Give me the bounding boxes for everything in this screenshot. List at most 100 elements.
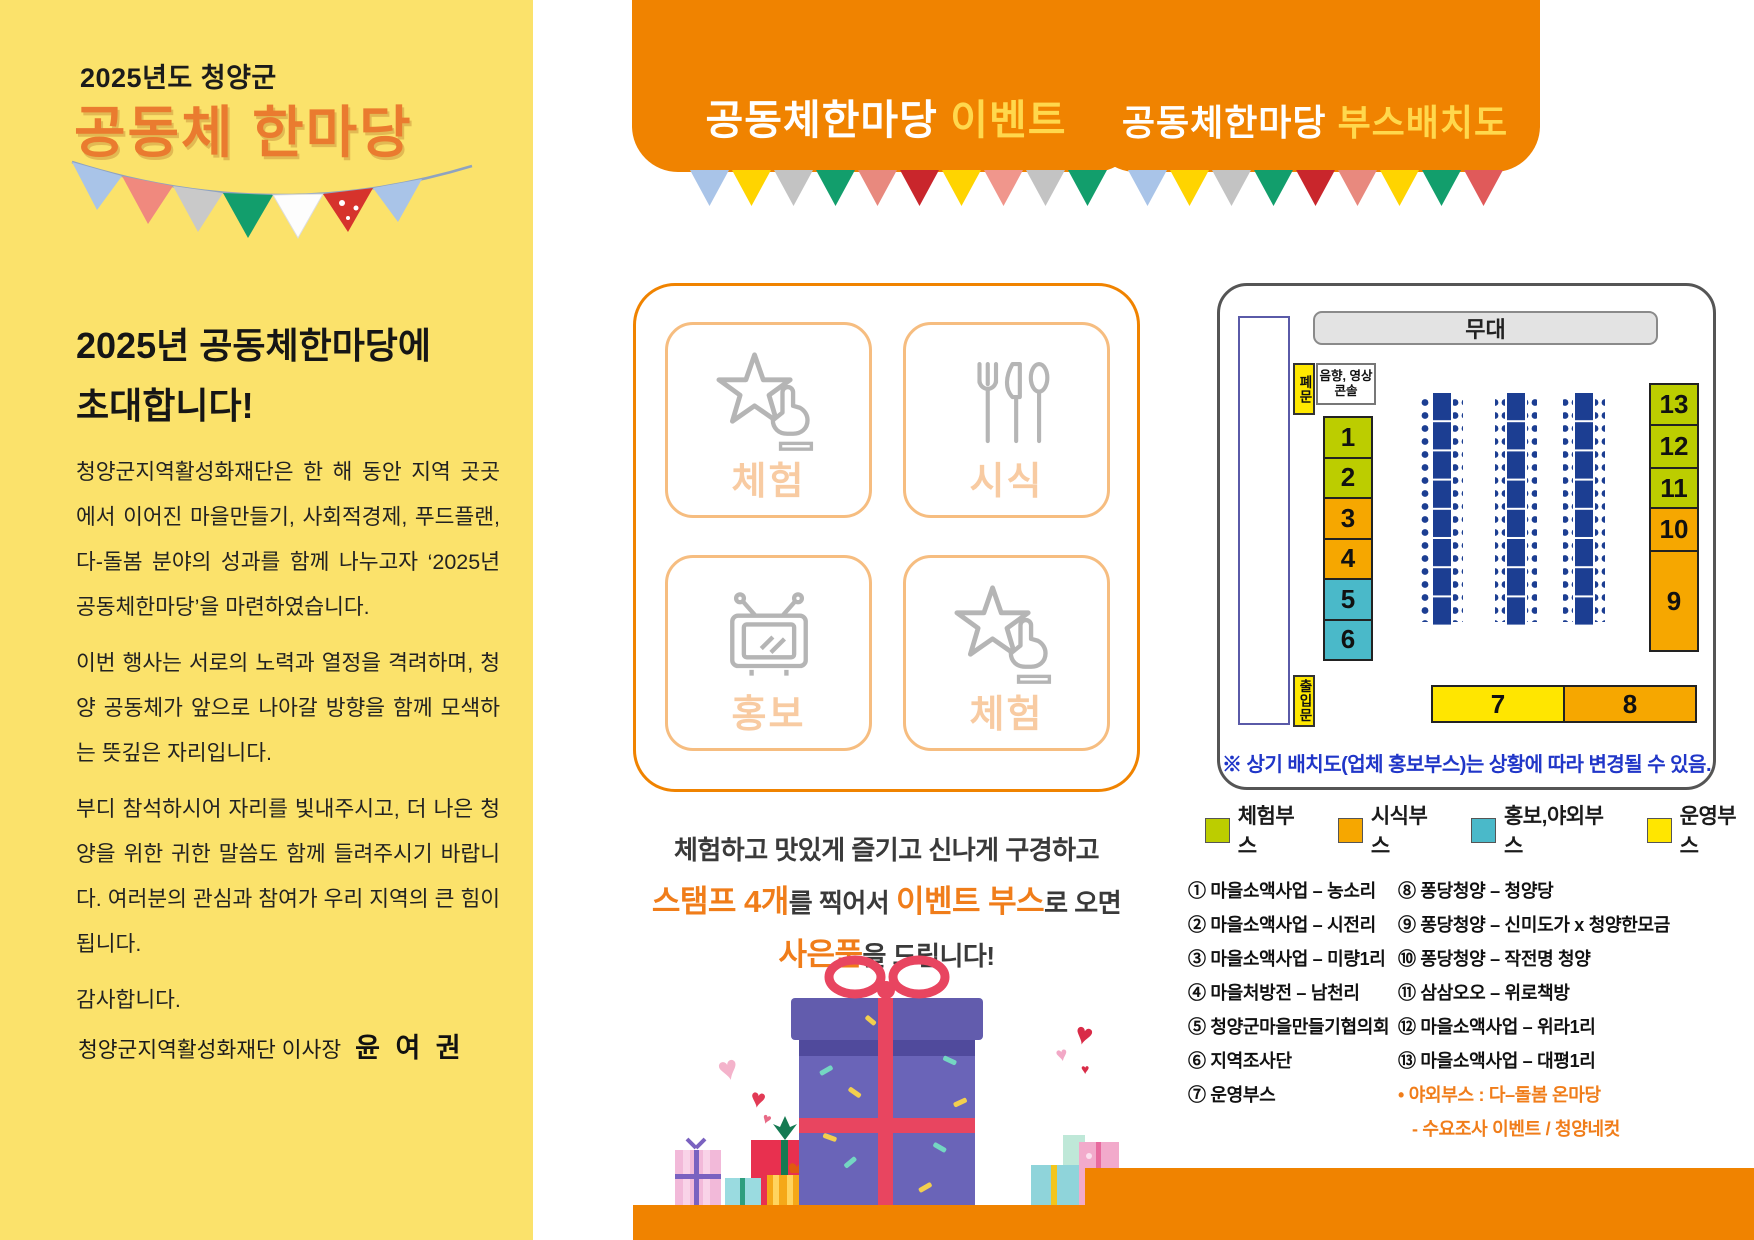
event-logo: 공동체 한마당 [74,101,413,164]
booth-13: 13 [1649,383,1699,426]
map-panel-title: 공동체한마당 부스배치도 [1122,94,1508,146]
bunting-row-icon [1128,170,1503,206]
legend-swatch-tasting [1338,817,1363,843]
stamp-card-tasting: 시식 [903,322,1110,518]
promo-text: 체험하고 맛있게 즐기고 신나게 구경하고 스탬프 4개를 찍어서 이벤트 부스… [633,830,1140,982]
signature: 청양군지역활성화재단 이사장 윤 여 권 [78,1026,465,1065]
booth-list-item: ⑦ 운영부스 [1188,1085,1276,1105]
booth-list-item: ⑥ 지역조사단 [1188,1051,1292,1071]
map-title-main: 공동체한마당 [1121,102,1338,143]
signature-name: 윤 여 권 [355,1033,465,1063]
booth-layout-diagram: 무대 폐문 음향, 영상 콘솔 1 2 3 4 5 6 13 12 11 10 … [1217,283,1716,790]
bunting-row-icon [690,170,1107,206]
star-click-icon [716,352,813,451]
promo-line2-end: 로 오면 [1044,888,1122,918]
event-title-main: 공동체한마당 [705,97,951,143]
event-year-region: 2025년도 청양군 [80,63,277,93]
side-corridor [1238,316,1290,725]
promo-line2: 스탬프 4개를 찍어서 이벤트 부스로 오면 [633,876,1140,921]
legend-swatch-operation [1646,817,1672,843]
invitation-body: 청양군지역활성화재단은 한 해 동안 지역 곳곳에서 이어진 마을만들기, 사회… [76,450,500,1034]
invitation-paragraph: 청양군지역활성화재단은 한 해 동안 지역 곳곳에서 이어진 마을만들기, 사회… [76,460,500,619]
booth-list-item: ⑩ 퐁당청양 – 작전명 청양 [1398,949,1591,969]
invitation-paragraph: 감사합니다. [76,988,181,1012]
stamp-card-label: 체험 [969,694,1044,736]
tv-icon [729,592,808,676]
svg-text:♥: ♥ [748,1082,768,1114]
booth-10: 10 [1649,507,1699,552]
booth-12: 12 [1649,424,1699,469]
promo-line1: 체험하고 맛있게 즐기고 신나게 구경하고 [673,835,1100,865]
left-booth-column: 1 2 3 4 5 6 [1323,416,1373,661]
booth-2: 2 [1323,456,1373,499]
legend-label: 홍보,야외부스 [1503,805,1604,858]
booth-6: 6 [1323,618,1373,661]
event-title-accent: 이벤트 [950,97,1067,143]
booth-list-right: ⑧ 퐁당청양 – 청양당 ⑨ 퐁당청양 – 신미도가 x 청양한모금 ⑩ 퐁당청… [1398,880,1670,1140]
promo-stamps: 스탬프 4개 [651,884,789,919]
booth-1: 1 [1323,416,1373,459]
promo-event-booth: 이벤트 부스 [895,884,1045,919]
invitation-panel: 2025년도 청양군 공동체 한마당 2025년 공동체한마당에 초대합니다! … [0,0,533,1240]
invitation-paragraph: 이번 행사는 서로의 노력과 열정을 격려하며, 청양 공동체가 앞으로 나아갈… [76,651,500,765]
legend-swatch-experience [1205,817,1230,843]
bunting-garland-icon [71,160,473,240]
svg-text:♥: ♥ [1071,1017,1096,1053]
invitation-heading-line2: 초대합니다! [76,385,254,426]
cutlery-icon [976,361,1049,444]
legend-label: 운영부스 [1679,805,1737,858]
promo-gift: 사은품 [778,937,863,972]
booth-list-item: ⑬ 마을소액사업 – 대평1리 [1398,1051,1596,1071]
booth-list-item: ④ 마을처방전 – 남천리 [1188,983,1360,1003]
outdoor-booth-line1: • 야외부스 : 다–돌봄 온마당 [1398,1085,1601,1105]
booth-8: 8 [1563,685,1697,723]
promo-line3: 사은품을 드립니다! [633,929,1140,974]
booth-list-item: ⑪ 삼삼오오 – 위로책방 [1398,983,1570,1003]
bottom-booth-row: 7 8 [1431,685,1697,723]
outdoor-booth-line2: - 수요조사 이벤트 / 청양네컷 [1412,1119,1621,1139]
booth-list-item: ③ 마을소액사업 – 미량1리 [1188,949,1386,969]
svg-text:♥: ♥ [1054,1043,1070,1067]
legend-operation: 운영부스 [1646,800,1754,860]
right-booth-column: 13 12 11 10 9 [1649,383,1699,652]
legend-swatch-promotion [1471,817,1496,843]
svg-text:♥: ♥ [1081,1061,1089,1077]
booth-11: 11 [1649,467,1699,509]
invitation-heading: 2025년 공동체한마당에 초대합니다! [76,316,431,436]
av-console-line1: 음향, 영상 [1319,369,1373,383]
booth-list-item: ② 마을소액사업 – 시전리 [1188,915,1376,935]
invitation-paragraph: 부디 참석하시어 자리를 빛내주시고, 더 나은 청양을 위한 귀한 말씀도 함… [76,797,500,956]
stamp-card-promotion: 홍보 [665,555,872,751]
legend-tasting: 시식부스 [1338,800,1445,860]
signature-org: 청양군지역활성화재단 이사장 [78,1038,342,1062]
seating-area [1421,393,1605,625]
stamp-card-label: 체험 [731,461,806,503]
booth-list-item: ⑤ 청양군마을만들기협의회 [1188,1017,1390,1037]
av-console: 음향, 영상 콘솔 [1316,363,1376,405]
booth-list-left: ① 마을소액사업 – 농소리 ② 마을소액사업 – 시전리 ③ 마을소액사업 –… [1188,880,1390,1106]
stage: 무대 [1313,311,1658,345]
svg-text:♥: ♥ [714,1048,743,1090]
booth-legend: 체험부스 시식부스 홍보,야외부스 운영부스 [1205,800,1754,860]
booth-7: 7 [1431,685,1565,723]
booth-list-item: ⑧ 퐁당청양 – 청양당 [1398,881,1554,901]
gift-illustration: ♥ ♥ ♥ ♥ ♥ ♥ [633,955,1140,1240]
event-panel-banner: 공동체한마당 이벤트 [632,0,1140,172]
stamp-card-label: 홍보 [731,694,806,736]
map-title-accent: 부스배치도 [1337,102,1509,143]
booth-5: 5 [1323,578,1373,621]
layout-note: ※ 상기 배치도(업체 홍보부스)는 상황에 따라 변경될 수 있음. [1221,754,1712,776]
booth-9: 9 [1649,550,1699,652]
legend-experience: 체험부스 [1205,800,1312,860]
stamp-card-box: 체험 시식 [633,283,1140,792]
invitation-heading-line1: 2025년 공동체한마당에 [76,325,432,366]
stamp-card-experience-1: 체험 [665,322,872,518]
bottom-orange-strip [1085,1168,1754,1240]
star-click-icon [954,585,1051,684]
av-console-line2: 콘솔 [1334,384,1358,398]
booth-list-item: ① 마을소액사업 – 농소리 [1188,881,1376,901]
entrance-door: 출입문 [1293,675,1315,727]
booth-3: 3 [1323,497,1373,540]
legend-label: 시식부스 [1370,805,1428,858]
